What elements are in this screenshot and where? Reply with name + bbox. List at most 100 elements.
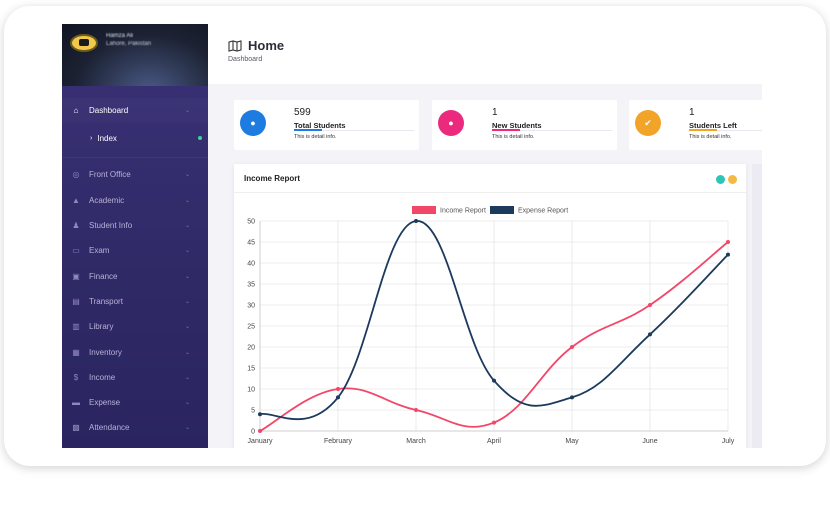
page-header: Home Dashboard [208,24,762,84]
close-dot-button[interactable] [728,175,737,184]
sidebar-subitem-label: Index [97,133,117,143]
income-line-chart: 0 5 10 15 20 25 30 35 40 45 50 January February March… [247,206,735,445]
user-plus-icon: ♟ [72,221,80,231]
legend-label[interactable]: Income Report [440,208,486,215]
stat-underline [492,129,612,131]
stat-label: Total Students [294,121,346,130]
user-icon: ● [250,118,256,128]
sidebar-item-label: Library [89,322,114,332]
sidebar-item-label: Exam [89,246,110,256]
data-point-expense-report[interactable] [648,332,652,337]
collapse-dot-button[interactable] [716,175,725,184]
stat-value: 1 [492,107,498,118]
money-icon: ▣ [72,271,80,281]
chevron-down-icon: ⌄ [184,400,190,407]
chevron-down-icon: ⌄ [184,349,190,356]
sidebar-item-label: Front Office [89,170,131,180]
legend-swatch[interactable] [490,206,514,214]
data-point-expense-report[interactable] [414,219,418,223]
sidebar-item-dashboard[interactable]: ⌂ Dashboard ⌄ [62,98,208,123]
globe-icon: ◎ [72,170,80,180]
device-frame: Hamza Ali Lahore, Pakistan ⌂ Dashboard ⌄ › I… [4,6,826,466]
bus-icon: ▤ [72,296,80,306]
page-title-text: Home [248,38,285,53]
legend-label[interactable]: Expense Report [518,208,568,215]
school-logo[interactable] [70,34,98,52]
y-tick-label: 15 [247,366,255,373]
stat-card-new-students[interactable]: ● 1 New Students This is detail info. [432,100,617,150]
sidebar-item-front-office[interactable]: ◎ Front Office ⌄ [62,162,208,187]
stat-label: Students Left [689,121,737,130]
sidebar-item-expense[interactable]: ▬ Expense ⌄ [62,390,208,415]
stat-description: This is detail info. [294,134,337,140]
sidebar-item-label: Expense [89,398,121,408]
chevron-down-icon: ⌄ [184,273,190,280]
data-point-expense-report[interactable] [570,395,574,400]
x-tick-label: January [248,438,273,445]
profile-name: Hamza Ali [106,33,134,39]
data-point-income-report[interactable] [492,420,496,425]
sidebar-item-library[interactable]: ▥ Library ⌄ [62,314,208,339]
y-tick-label: 45 [247,240,255,247]
stat-value: 1 [689,107,695,118]
data-point-expense-report[interactable] [258,412,262,417]
home-icon: ⌂ [73,106,79,116]
breadcrumb[interactable]: Dashboard [228,56,263,63]
graduation-cap-icon: ▲ [72,195,80,205]
main-content: Home Dashboard ● 599 Total Students This is… [208,24,762,448]
x-tick-label: June [642,438,657,445]
sidebar-item-academic[interactable]: ▲ Academic ⌄ [62,188,208,213]
stat-value: 599 [294,107,311,118]
sidebar-menu: ⌂ Dashboard ⌄ › Index ◎ Front Office ⌄ ▲ Academic… [62,86,208,448]
calendar-icon: ▩ [72,423,80,433]
inventory-icon: ▦ [72,347,80,357]
sidebar-item-exam[interactable]: ▭ Exam ⌄ [62,238,208,263]
stat-circle: ✔ [635,110,661,136]
y-tick-label: 0 [251,429,255,436]
y-tick-label: 20 [247,345,255,352]
stat-card-total-students[interactable]: ● 599 Total Students This is detail info. [234,100,419,150]
sidebar-item-label: Transport [89,296,123,306]
sidebar-item-transport[interactable]: ▤ Transport ⌄ [62,289,208,314]
stat-circle: ● [240,110,266,136]
y-tick-label: 40 [247,261,255,268]
book-icon: ▥ [72,322,80,332]
data-point-income-report[interactable] [726,240,730,244]
legend-swatch[interactable] [412,206,436,214]
sidebar-divider [62,157,208,159]
data-point-expense-report[interactable] [336,395,340,400]
chevron-down-icon: ⌄ [184,223,190,230]
data-point-expense-report[interactable] [726,252,730,257]
sidebar-item-finance[interactable]: ▣ Finance ⌄ [62,263,208,288]
sidebar-item-attendance[interactable]: ▩ Attendance ⌄ [62,415,208,440]
x-tick-label: February [324,438,353,445]
data-point-income-report[interactable] [336,387,340,391]
app-viewport: Hamza Ali Lahore, Pakistan ⌂ Dashboard ⌄ › I… [62,24,762,448]
map-icon [228,39,242,52]
check-icon: ✔ [644,117,652,128]
chevron-down-icon: ⌄ [184,298,190,305]
data-point-income-report[interactable] [570,345,574,349]
chevron-down-icon: ⌄ [184,197,190,204]
x-tick-label: May [565,438,579,445]
sidebar-item-label: Student Info [89,221,133,231]
sidebar-item-inventory[interactable]: ▦ Inventory ⌄ [62,339,208,364]
stat-description: This is detail info. [492,134,535,140]
data-point-expense-report[interactable] [492,378,496,383]
chevron-down-icon: ⌄ [184,248,190,255]
page-title: Home [228,38,284,53]
data-point-income-report[interactable] [648,303,652,307]
stat-card-students-left[interactable]: ✔ 1 Students Left This is detail info. [629,100,762,150]
map-icon: ▭ [72,246,80,256]
data-point-income-report[interactable] [258,429,262,433]
income-report-card: Income Report 0 5 10 15 20 25 30 35 40 45 50 Januar… [234,164,746,448]
y-tick-label: 30 [247,303,255,310]
sidebar-item-label: Attendance [89,423,130,433]
stat-underline [689,129,762,131]
sidebar-subitem-index[interactable]: › Index [62,123,208,153]
sidebar-item-income[interactable]: $ Income ⌄ [62,365,208,390]
data-point-income-report[interactable] [414,408,418,412]
stat-underline [294,129,414,131]
sidebar-item-human-resource[interactable]: ♟Human Resource⌄ [62,441,208,448]
sidebar-item-student-info[interactable]: ♟ Student Info ⌄ [62,213,208,238]
